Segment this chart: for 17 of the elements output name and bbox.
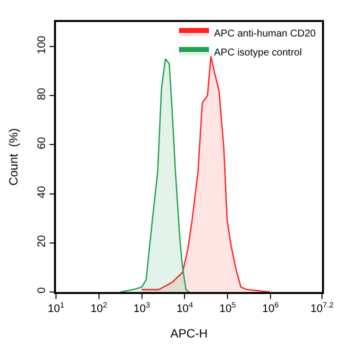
y-tick-label: 80 [36,88,48,100]
x-axis-title: APC-H [170,326,208,340]
y-tick-label: 20 [36,235,48,248]
y-axis-title: Count (%) [6,128,21,186]
y-tick-label: 100 [36,36,48,54]
legend-label: APC anti-human CD20 [214,28,316,40]
x-tick-label: 10$^{3}$ [134,300,150,315]
y-tick-label: 40 [36,186,48,198]
x-tick-label: 10$^{4}$ [176,300,194,315]
y-tick-label: 0 [36,287,48,294]
x-tick-label: 10$^{5}$ [219,300,236,315]
x-tick-label: 10$^{2}$ [90,300,108,315]
legend-label: APC isotype control [214,47,302,58]
x-tick-label: 10$^{7.2}$ [310,300,334,315]
x-tick-label: 10$^{6}$ [262,300,279,315]
x-tick-label: 10$^{1}$ [48,300,64,315]
y-tick-label: 60 [36,136,48,150]
